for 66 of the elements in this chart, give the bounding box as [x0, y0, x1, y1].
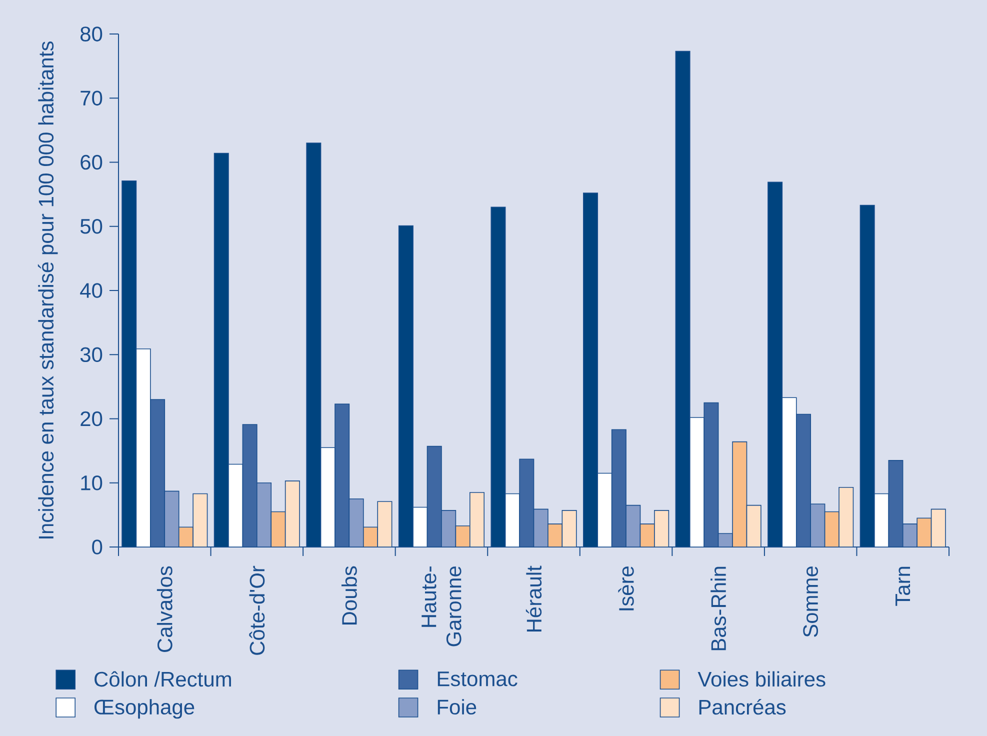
bar — [626, 504, 641, 547]
bar — [654, 510, 670, 547]
x-tick-label: Isère — [618, 566, 634, 610]
bar — [284, 480, 300, 547]
legend-label: Estomac — [438, 672, 518, 686]
bar — [348, 498, 364, 547]
bar — [455, 525, 470, 547]
y-tick-label: 50 — [80, 218, 102, 234]
bar — [768, 182, 783, 547]
bar — [122, 180, 137, 547]
bar — [930, 508, 946, 547]
bar — [746, 504, 762, 547]
bar — [562, 510, 577, 547]
legend-label: Voies biliaires — [698, 671, 826, 687]
bar — [583, 192, 598, 547]
bar — [916, 518, 932, 547]
bar — [164, 490, 180, 547]
bar — [398, 225, 414, 547]
bar — [469, 492, 485, 547]
y-tick-label: 40 — [80, 283, 102, 298]
y-tick-label: 20 — [80, 411, 102, 426]
bar — [334, 404, 350, 547]
bar — [377, 501, 392, 547]
y-axis-title: Incidence en taux standardisé pour 100 000 habitants — [38, 42, 58, 538]
y-tick-label: 60 — [80, 154, 102, 170]
bar — [150, 399, 166, 547]
y-tick-label: 30 — [80, 347, 102, 362]
bar — [704, 402, 719, 547]
legend-label: Œsophage — [94, 699, 194, 719]
y-tick-label: 70 — [80, 90, 102, 106]
legend-label: Pancréas — [699, 698, 786, 715]
x-tick-label: Somme — [803, 566, 818, 637]
y-tick-label: 80 — [80, 26, 102, 42]
bar — [242, 424, 258, 547]
bar — [533, 508, 548, 547]
legend-label: Foie — [438, 699, 476, 715]
bar — [192, 493, 208, 547]
bar — [838, 486, 854, 547]
bar — [810, 504, 826, 547]
bar — [824, 511, 840, 547]
x-tick-label: Côte-d'Or — [249, 566, 265, 655]
x-tick-label: Bas-Rhin — [710, 566, 726, 650]
y-tick-label: 0 — [92, 540, 102, 554]
bar — [548, 524, 563, 547]
bar — [519, 458, 534, 547]
bar — [796, 414, 811, 547]
bar — [611, 429, 626, 547]
bar — [490, 206, 506, 547]
bar — [675, 50, 690, 547]
bar — [426, 446, 442, 547]
x-tick-label: Calvados — [156, 566, 172, 652]
legend-label: Côlon /Rectum — [94, 671, 231, 687]
bar — [860, 204, 875, 547]
x-tick-label: Doubs — [341, 566, 357, 625]
y-tick-label: 10 — [81, 475, 102, 490]
x-tick-label: Haute-Garonne — [422, 566, 462, 646]
bar — [256, 482, 272, 547]
bar — [640, 524, 655, 547]
bar — [306, 142, 322, 547]
x-tick-label: Tarn — [896, 566, 910, 606]
bar — [441, 510, 456, 547]
bar — [270, 511, 286, 547]
bar — [732, 441, 748, 547]
bar — [888, 460, 904, 547]
x-tick-label: Hérault — [526, 566, 542, 632]
bar — [214, 152, 229, 547]
